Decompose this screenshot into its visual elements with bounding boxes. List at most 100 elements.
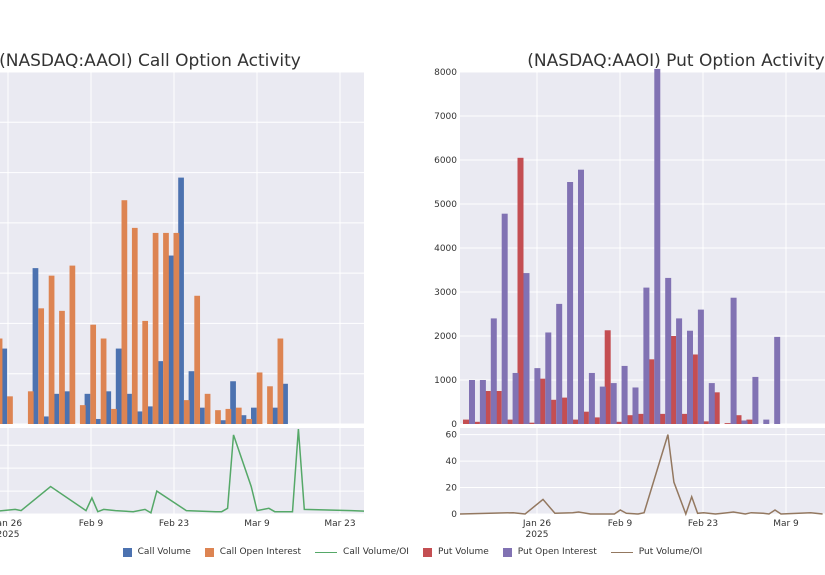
line-call-volume-oi <box>0 429 364 515</box>
bar-call-open-interest <box>69 265 76 424</box>
bar-put-volume <box>746 419 753 424</box>
bar-call-volume <box>199 407 205 424</box>
x-tick-label: Feb 9 <box>608 519 633 529</box>
bar-put-open-interest <box>490 318 497 424</box>
y-tick-label: 8000 <box>434 68 457 78</box>
bar-put-open-interest <box>752 376 759 424</box>
bar-put-open-interest <box>763 419 770 424</box>
bar-call-volume <box>167 255 174 424</box>
bar-call-open-interest <box>38 308 45 424</box>
bar-call-open-interest <box>267 386 273 424</box>
legend-item: Call Open Interest <box>204 547 302 557</box>
bar-call-volume <box>136 411 143 424</box>
chart-title: (NASDAQ:AAOI) Call Option Activity <box>0 51 301 71</box>
bar-put-open-interest <box>676 318 683 424</box>
bar-call-volume <box>126 393 132 424</box>
bar-call-open-interest <box>225 408 232 424</box>
y-tick-label: 20 <box>446 484 458 494</box>
legend-label: Call Volume/OI <box>343 547 409 557</box>
bar-call-volume <box>282 383 288 424</box>
bar-put-volume <box>506 419 513 424</box>
legend-item: Put Volume/OI <box>610 547 703 557</box>
bar-put-volume <box>473 421 480 424</box>
bar-put-volume <box>582 411 589 424</box>
bar-put-volume <box>735 415 742 424</box>
bar-put-open-interest <box>665 277 672 424</box>
bar-put-open-interest <box>741 420 748 424</box>
line-put-volume-oi <box>460 434 823 517</box>
bar-put-volume <box>648 359 655 424</box>
bar-call-open-interest <box>48 275 55 424</box>
bar-call-volume <box>188 371 195 424</box>
bar-call-volume <box>84 393 91 424</box>
bar-put-open-interest <box>523 273 530 424</box>
bar-call-open-interest <box>100 338 107 424</box>
bar-put-open-interest <box>686 330 693 424</box>
bar-call-open-interest <box>59 310 65 424</box>
bar-put-open-interest <box>730 297 737 424</box>
line-plot-background <box>460 428 825 514</box>
bar-call-volume <box>147 406 153 424</box>
bar-call-volume <box>271 407 278 424</box>
legend-swatch <box>204 547 214 557</box>
legend-label: Put Open Interest <box>517 547 597 557</box>
bar-put-volume <box>550 399 557 424</box>
bar-put-volume <box>626 415 633 424</box>
bar-put-open-interest <box>556 303 563 424</box>
bar-put-volume <box>495 391 502 424</box>
bar-put-volume <box>593 417 600 424</box>
put-option-panel: (NASDAQ:AAOI) Put Option Activity Jan 26 2… <box>434 51 825 540</box>
bar-put-open-interest <box>643 287 650 424</box>
legend-label: Put Volume <box>437 547 489 557</box>
bar-call-open-interest <box>111 408 117 424</box>
legend-swatch <box>502 547 512 557</box>
legend-swatch <box>315 551 338 553</box>
bar-call-volume <box>240 415 247 424</box>
legend-swatch <box>610 551 633 553</box>
bar-series-group <box>463 68 781 425</box>
bar-call-open-interest <box>163 232 169 424</box>
bar-call-open-interest <box>27 391 34 424</box>
legend-label: Call Volume <box>137 547 191 557</box>
bar-put-open-interest <box>479 380 486 424</box>
bar-put-volume <box>528 422 535 424</box>
bar-put-volume <box>539 378 546 424</box>
bar-call-open-interest <box>246 418 253 424</box>
call-option-panel: (NASDAQ:AAOI) Call Option Activity Jan 26… <box>0 51 364 540</box>
bar-put-open-interest <box>501 213 508 424</box>
bar-call-open-interest <box>204 393 211 424</box>
x-tick-label: Mar 23 <box>324 519 355 529</box>
bar-call-volume <box>251 407 257 424</box>
bar-call-open-interest <box>194 295 201 424</box>
bar-put-volume <box>484 391 491 424</box>
bar-call-volume <box>1 348 8 424</box>
legend-label: Put Volume/OI <box>638 547 703 557</box>
bar-call-open-interest <box>79 405 86 424</box>
bar-put-open-interest <box>545 332 552 424</box>
bar-put-volume <box>637 413 644 424</box>
bar-call-open-interest <box>0 338 3 424</box>
chart-title: (NASDAQ:AAOI) Put Option Activity <box>527 51 824 71</box>
bar-call-open-interest <box>152 232 159 424</box>
bar-call-volume <box>115 348 122 424</box>
y-tick-label: 3000 <box>434 288 457 298</box>
line-series-group <box>460 434 823 517</box>
bar-put-volume <box>713 392 720 424</box>
bar-call-open-interest <box>277 338 284 424</box>
bar-put-volume <box>670 336 677 424</box>
bar-call-volume <box>157 361 164 424</box>
x-tick-label: Mar 9 <box>244 519 270 529</box>
bar-call-open-interest <box>256 372 263 424</box>
bar-put-open-interest <box>577 169 584 424</box>
bar-call-open-interest <box>142 320 149 424</box>
legend-swatch <box>422 547 432 557</box>
legend-item: Put Volume <box>422 547 489 557</box>
legend-label: Call Open Interest <box>219 547 302 557</box>
bar-put-open-interest <box>697 309 704 424</box>
bar-call-open-interest <box>235 407 242 424</box>
y-tick-label: 6000 <box>434 156 457 166</box>
bar-put-open-interest <box>599 386 606 424</box>
